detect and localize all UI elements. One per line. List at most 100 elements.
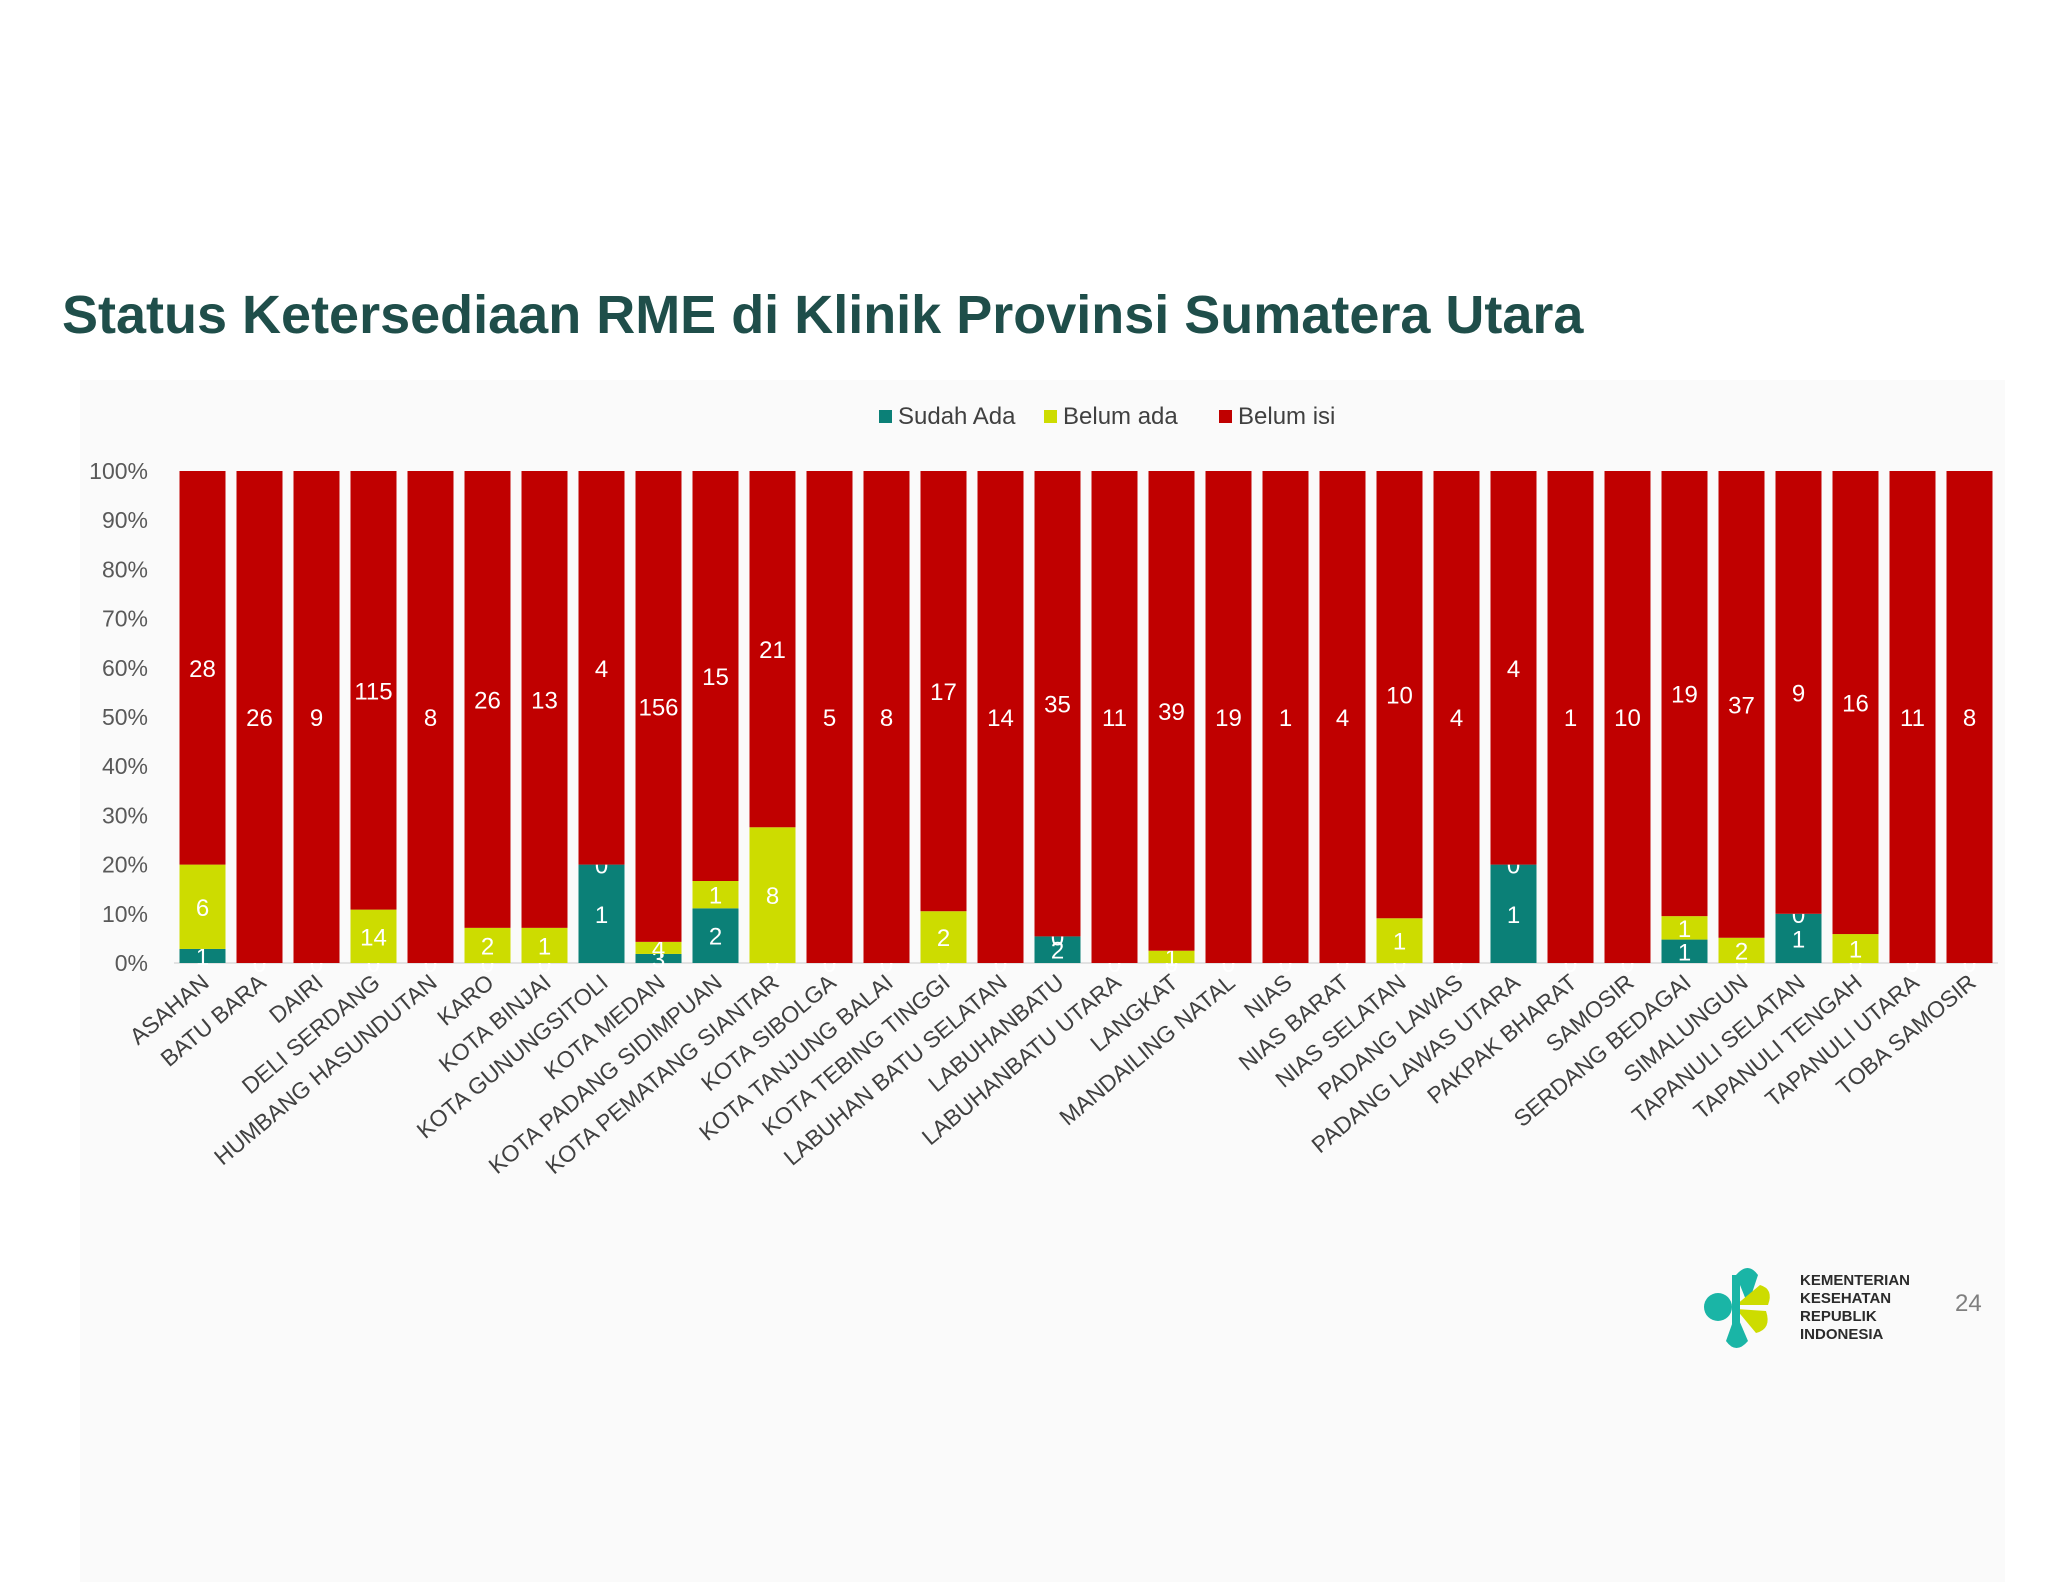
data-label: 14 (987, 705, 1014, 732)
bar-segment (920, 911, 967, 963)
legend-label: Belum ada (1063, 403, 1178, 430)
bar-segment (1262, 471, 1309, 963)
bar-segment (521, 927, 568, 963)
bar-segment (1832, 471, 1879, 935)
logo-line: INDONESIA (1800, 1326, 1884, 1343)
data-label: 13 (531, 687, 558, 714)
y-tick-label: 10% (102, 901, 148, 927)
bar-segment (350, 909, 397, 963)
y-tick-label: 0% (115, 950, 148, 976)
data-label: 2 (481, 933, 494, 960)
data-label: 15 (702, 664, 729, 691)
logo-line: KESEHATAN (1800, 1290, 1892, 1307)
data-label: 26 (474, 687, 501, 714)
data-label: 21 (759, 637, 786, 664)
bar-segment (1490, 471, 1537, 865)
bar-segment (1661, 471, 1708, 917)
bar-segment (1376, 918, 1423, 963)
data-label: 1 (1849, 937, 1862, 964)
y-tick-label: 50% (102, 704, 148, 730)
bar-segment (692, 471, 739, 881)
data-label: 2 (1051, 938, 1064, 965)
bar-segment (1376, 471, 1423, 919)
data-label: 1 (196, 944, 209, 971)
y-tick-label: 20% (102, 852, 148, 878)
bar-segment (179, 948, 226, 963)
bar-segment (1547, 471, 1594, 963)
bar-segment (1661, 939, 1708, 963)
y-tick-label: 60% (102, 655, 148, 681)
bar-segment (1832, 934, 1879, 963)
bar-segment (1091, 471, 1138, 963)
data-label: 26 (246, 705, 273, 732)
bar-segment (407, 471, 454, 963)
bar-segment (1661, 916, 1708, 940)
bar-segment (977, 471, 1024, 963)
bar-segment (1718, 471, 1765, 938)
legend-label: Sudah Ada (898, 403, 1016, 430)
bar-segment (236, 471, 283, 963)
legend-swatch (1044, 410, 1057, 423)
bar-segment (1889, 471, 1936, 963)
bar-segment (1148, 950, 1195, 963)
bar-segment (692, 881, 739, 909)
bar-segment (1946, 471, 1993, 963)
data-label: 1 (1678, 939, 1691, 966)
data-label: 1 (1165, 945, 1178, 972)
bar-segment (578, 864, 625, 963)
data-label: 8 (766, 883, 779, 910)
bar-segment (692, 908, 739, 963)
data-label: 1 (1507, 902, 1520, 929)
data-label: 19 (1215, 705, 1242, 732)
data-label: 115 (354, 678, 392, 705)
data-label: 28 (189, 656, 216, 683)
bar-segment (1604, 471, 1651, 963)
bar-segment (1034, 936, 1081, 963)
bar-segment (578, 471, 625, 865)
page-title: Status Ketersediaan RME di Klinik Provin… (62, 285, 1584, 345)
bar-segment (1490, 864, 1537, 963)
data-label: 17 (930, 679, 957, 706)
data-label: 1 (1393, 929, 1406, 956)
bar-segment (179, 864, 226, 949)
logo-line: KEMENTERIAN (1800, 1272, 1911, 1289)
logo-text: KEMENTERIAN KESEHATAN REPUBLIK INDONESIA (1800, 1272, 1910, 1344)
data-label: 1 (538, 933, 551, 960)
y-tick-label: 80% (102, 556, 148, 582)
bar-segment (749, 471, 796, 828)
bar-segment (1034, 471, 1081, 937)
data-label: 8 (1963, 705, 1976, 732)
data-label: 1 (1564, 705, 1577, 732)
logo-mark (1704, 1268, 1770, 1348)
bar-segment (806, 471, 853, 963)
bar-segment (1319, 471, 1366, 963)
bar-segment (1433, 471, 1480, 963)
bar-segment (1775, 913, 1822, 963)
data-label: 1 (595, 902, 608, 929)
data-label: 4 (1507, 656, 1520, 683)
data-label: 16 (1842, 691, 1869, 718)
bar-segment (464, 927, 511, 963)
page-number: 24 (1955, 1290, 1982, 1317)
data-label: 5 (823, 705, 836, 732)
data-label: 10 (1386, 683, 1413, 710)
bar-segment (635, 953, 682, 963)
data-label: 35 (1044, 692, 1071, 719)
data-label: 37 (1728, 692, 1755, 719)
data-label: 19 (1671, 682, 1698, 709)
bar-segment (863, 471, 910, 963)
y-tick-label: 30% (102, 802, 148, 828)
bar-segment (749, 827, 796, 963)
data-label: 4 (1450, 705, 1463, 732)
data-label: 1 (1678, 916, 1691, 943)
legend-label: Belum isi (1238, 403, 1335, 430)
data-label: 156 (638, 694, 678, 721)
data-label: 10 (1614, 705, 1641, 732)
data-label: 2 (709, 924, 722, 951)
bar-segment (1148, 471, 1195, 951)
bar-segment (635, 941, 682, 954)
data-label: 4 (595, 656, 608, 683)
bar-segment (350, 471, 397, 910)
data-label: 8 (880, 705, 893, 732)
